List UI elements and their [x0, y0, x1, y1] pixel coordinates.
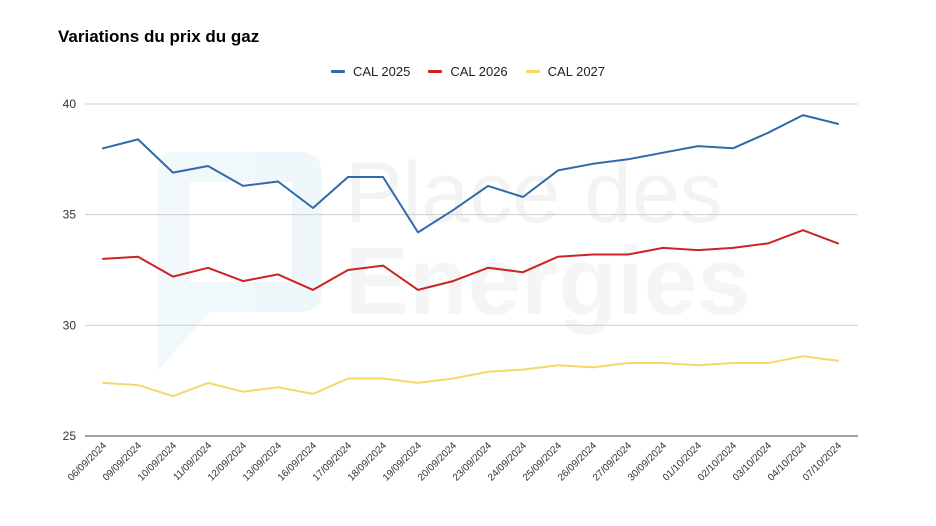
- watermark-line2: Energies: [345, 228, 751, 335]
- y-tick-label: 40: [63, 97, 77, 111]
- y-tick-label: 30: [63, 318, 77, 332]
- legend-swatch: [428, 70, 443, 73]
- legend-item-cal-2025[interactable]: CAL 2025: [330, 64, 411, 79]
- watermark-line1: Place des: [345, 145, 723, 241]
- legend-item-cal-2026[interactable]: CAL 2026: [428, 64, 508, 79]
- legend-label: CAL 2027: [547, 64, 606, 79]
- legend-label: CAL 2025: [352, 64, 411, 79]
- y-axis: 25 30 35 40: [63, 97, 77, 443]
- legend: CAL 2025 CAL 2026 CAL 2027: [0, 64, 936, 79]
- legend-swatch: [330, 70, 345, 73]
- series-group: [102, 114, 839, 398]
- watermark: Place des Energies: [158, 145, 751, 370]
- grid: [85, 103, 858, 437]
- legend-item-cal-2027[interactable]: CAL 2027: [525, 64, 606, 79]
- series-line-cal-2026[interactable]: [102, 229, 839, 291]
- y-tick-label: 25: [63, 429, 77, 443]
- y-tick-label: 35: [63, 208, 77, 222]
- x-axis: 06/09/202409/09/202410/09/202411/09/2024…: [66, 440, 844, 483]
- series-line-cal-2027[interactable]: [102, 355, 839, 398]
- legend-swatch: [525, 70, 540, 73]
- watermark-logo-icon: [158, 152, 322, 370]
- legend-label: CAL 2026: [450, 64, 508, 79]
- chart-title: Variations du prix du gaz: [58, 27, 260, 46]
- series-line-cal-2025[interactable]: [102, 114, 839, 234]
